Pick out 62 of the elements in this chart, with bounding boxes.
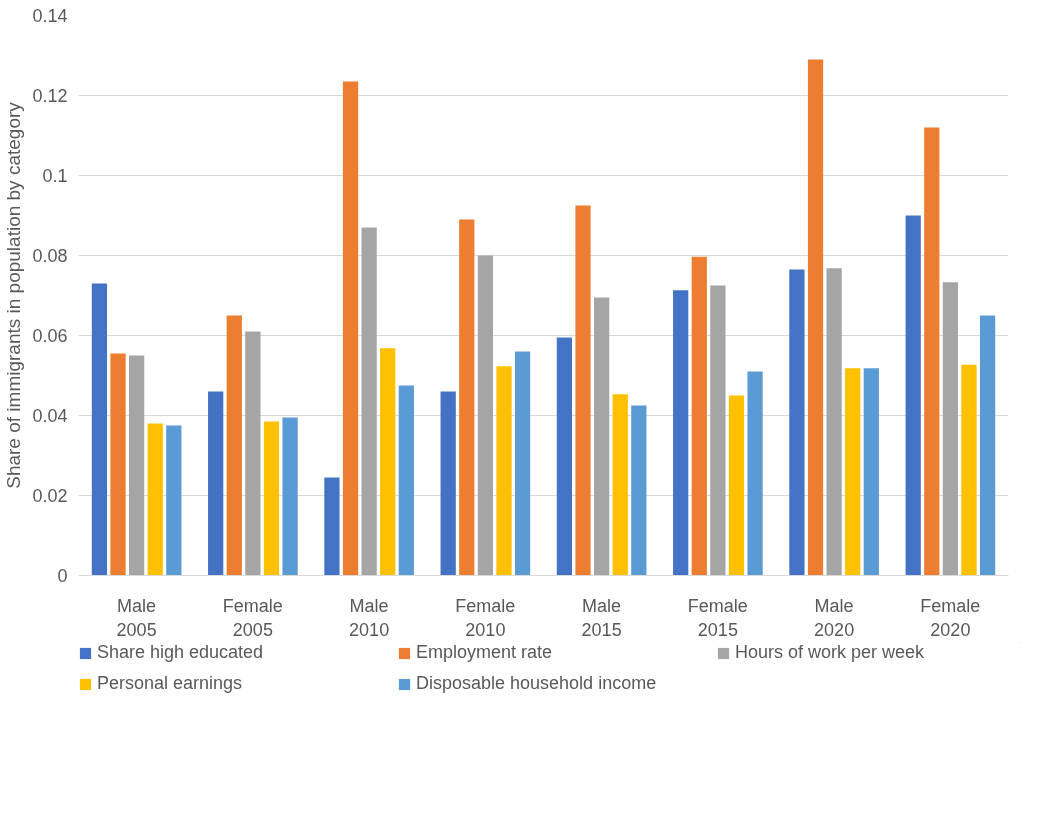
- bar: [612, 394, 628, 576]
- bar: [91, 283, 108, 576]
- bar: [728, 395, 745, 576]
- bar: [631, 405, 647, 576]
- bar: [361, 227, 377, 576]
- y-tick-label: 0.14: [32, 6, 68, 26]
- bar: [440, 391, 456, 576]
- x-tick-label: Male 2020: [814, 595, 855, 640]
- bar: [166, 425, 182, 576]
- bar: [398, 385, 414, 576]
- x-tick-label: Male 2005: [116, 595, 157, 640]
- bar: [324, 477, 340, 576]
- y-tick-label: 0.12: [32, 86, 68, 106]
- bar: [496, 366, 512, 576]
- legend-label: Hours of work per week: [735, 642, 926, 663]
- bar: [245, 331, 261, 576]
- y-tick-label: 0.08: [32, 246, 68, 266]
- x-tick-label: Female 2015: [687, 595, 748, 640]
- bar: [380, 348, 396, 576]
- bar: [961, 364, 977, 576]
- bar: [845, 368, 861, 576]
- x-tick-label: Female 2020: [920, 595, 981, 640]
- legend-label: Disposable household income: [416, 673, 658, 694]
- bar: [942, 282, 958, 576]
- bar: [459, 219, 475, 576]
- x-tick-label: Female 2010: [455, 595, 516, 640]
- bar: [514, 351, 531, 576]
- bar: [110, 353, 126, 576]
- bar: [208, 391, 224, 576]
- x-tick-label: Male 2015: [581, 595, 622, 640]
- y-tick-label: 0.06: [32, 326, 68, 346]
- bar: [691, 256, 707, 576]
- bar: [863, 368, 879, 576]
- y-tick-label: 0.1: [42, 166, 68, 186]
- bar: [673, 290, 689, 576]
- legend-label: Share high educated: [97, 642, 265, 663]
- y-tick-label: 0: [57, 566, 68, 586]
- bar: [226, 315, 242, 576]
- bar: [282, 417, 298, 576]
- bar: [342, 81, 359, 576]
- bar: [826, 268, 842, 576]
- bar: [556, 337, 573, 576]
- bar: [747, 371, 763, 576]
- bar: [979, 315, 996, 576]
- bar: [477, 255, 493, 576]
- y-tick-label: 0.04: [32, 406, 68, 426]
- bar: [594, 297, 610, 576]
- y-tick-label: 0.02: [32, 486, 68, 506]
- bar: [575, 205, 591, 576]
- bar: [807, 59, 824, 576]
- bar: [789, 269, 805, 576]
- bar: [924, 127, 940, 576]
- x-tick-label: Male 2010: [349, 595, 390, 640]
- bar: [147, 423, 163, 576]
- legend-label: Employment rate: [416, 642, 554, 663]
- bar: [263, 421, 280, 576]
- bar: [129, 355, 145, 576]
- y-axis-title: Share of immigrants in population by category: [3, 101, 25, 489]
- legend-label: Personal earnings: [97, 673, 244, 694]
- bar: [710, 285, 726, 576]
- x-tick-label: Female 2005: [222, 595, 283, 640]
- bar: [905, 215, 921, 576]
